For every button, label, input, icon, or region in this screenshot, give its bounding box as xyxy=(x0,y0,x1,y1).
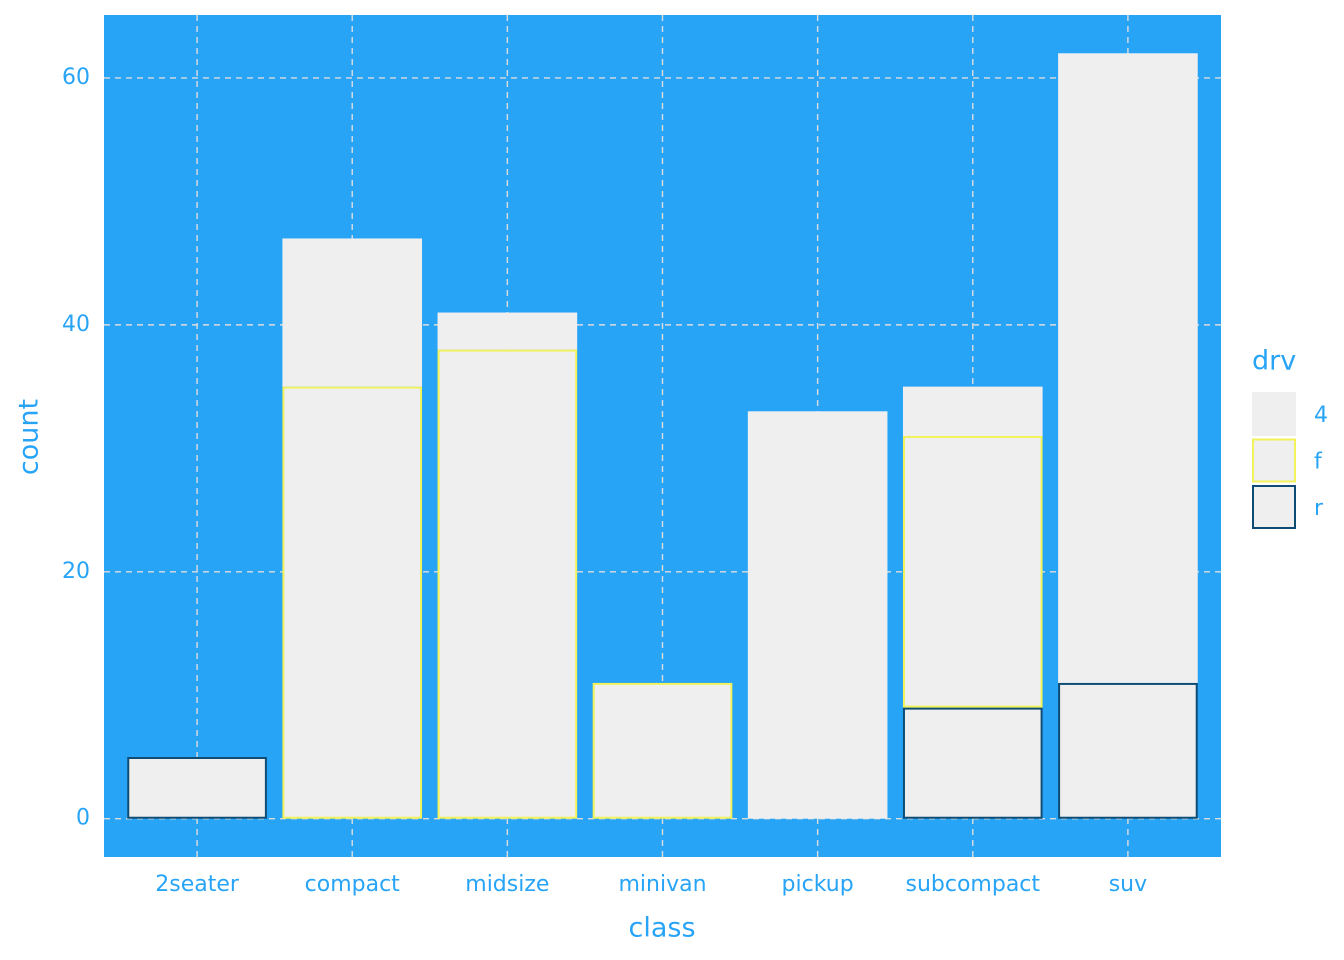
legend-title: drv xyxy=(1252,346,1296,377)
y-tick-label: 40 xyxy=(62,312,90,337)
legend-label: f xyxy=(1314,450,1323,475)
bar-segment xyxy=(902,386,1043,437)
x-tick-label: compact xyxy=(305,872,401,897)
bar-segment xyxy=(127,756,267,819)
bar-segment xyxy=(1058,53,1198,683)
bar-segment xyxy=(747,411,888,819)
bar-segment xyxy=(902,436,1043,708)
bar-segment xyxy=(902,707,1043,819)
legend-key xyxy=(1252,438,1296,483)
legend-label: 4 xyxy=(1314,403,1328,428)
legend-key xyxy=(1252,485,1296,529)
y-tick-label: 60 xyxy=(62,65,90,90)
x-tick-label: 2seater xyxy=(155,872,240,897)
bar-segment xyxy=(1058,682,1198,819)
bar-segment xyxy=(592,682,733,819)
x-axis-title: class xyxy=(628,913,695,944)
bar-segment xyxy=(437,349,578,819)
legend-key xyxy=(1252,392,1296,436)
bar-segment xyxy=(282,386,423,819)
x-tick-label: suv xyxy=(1109,872,1147,897)
y-tick-label: 20 xyxy=(62,559,90,584)
legend-label: r xyxy=(1314,496,1324,521)
bar-segment xyxy=(437,312,578,350)
x-tick-label: midsize xyxy=(465,872,549,897)
y-tick-label: 0 xyxy=(76,806,90,831)
y-axis-title: count xyxy=(14,399,45,475)
x-tick-label: minivan xyxy=(618,872,706,897)
x-tick-label: pickup xyxy=(782,872,854,897)
bar-segment xyxy=(282,238,423,387)
x-tick-label: subcompact xyxy=(906,872,1041,897)
